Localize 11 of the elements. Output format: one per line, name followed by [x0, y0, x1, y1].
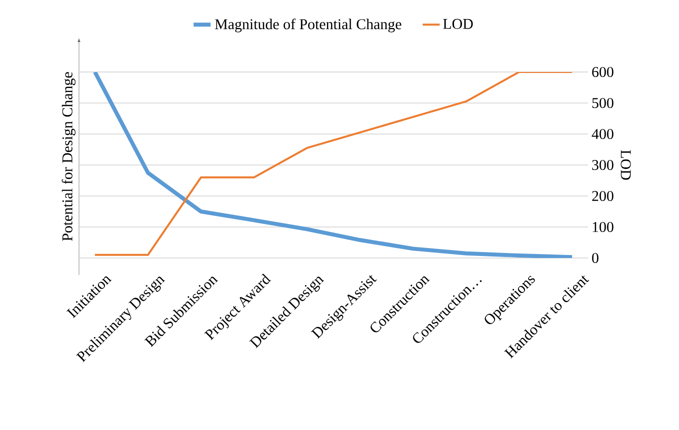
y2-tick-label: 400 [592, 128, 614, 140]
y-axis-title: Potential for Design Change [62, 72, 76, 241]
y2-tick-label: 500 [592, 98, 614, 108]
y2-tick-label: 600 [592, 66, 614, 78]
y2-tick-label: 0 [592, 252, 598, 264]
y2-tick-label: 200 [592, 190, 614, 202]
y2-tick-label: 300 [592, 160, 614, 170]
y2-axis-title: LOD [620, 150, 631, 180]
y2-tick-label: 100 [592, 222, 614, 232]
legend-label: Magnitude of Potential Change [215, 18, 402, 32]
legend-label: LOD [443, 18, 473, 29]
